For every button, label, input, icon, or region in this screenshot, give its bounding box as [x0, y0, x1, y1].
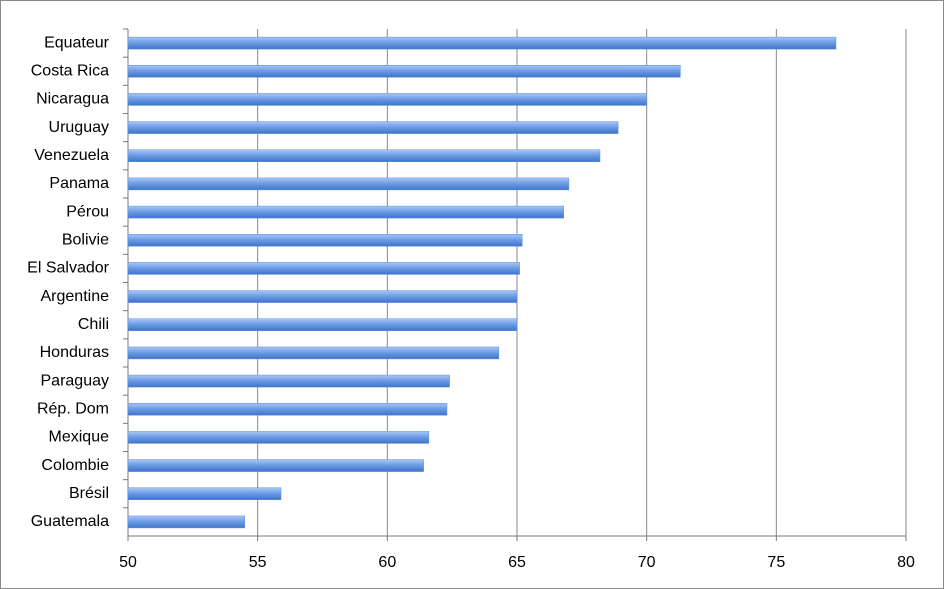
bar	[127, 149, 601, 162]
y-tick-label: Panama	[49, 175, 109, 192]
y-tick-label: Honduras	[40, 344, 109, 361]
y-tick-label: Chili	[78, 316, 109, 333]
bar	[127, 65, 681, 78]
bar	[127, 121, 619, 134]
y-tick-label: Costa Rica	[31, 62, 109, 79]
x-tick-label: 80	[897, 554, 915, 571]
x-tick-label: 60	[378, 554, 396, 571]
bar	[127, 318, 518, 331]
y-tick-label: El Salvador	[27, 260, 109, 277]
y-tick-label: Paraguay	[41, 372, 110, 389]
bar	[127, 93, 647, 106]
bar	[127, 234, 523, 247]
bar	[127, 205, 564, 219]
y-tick-label: Venezuela	[34, 147, 109, 164]
y-tick-label: Argentine	[41, 288, 110, 305]
bar	[127, 262, 520, 275]
bar	[127, 459, 424, 472]
bar	[127, 515, 245, 529]
y-tick-label: Equateur	[44, 34, 110, 51]
x-tick-label: 70	[638, 554, 656, 571]
bar	[127, 346, 500, 360]
y-tick-label: Nicaragua	[36, 91, 109, 108]
x-tick-label: 65	[508, 554, 526, 571]
bar	[127, 374, 450, 388]
bar	[127, 487, 282, 500]
y-tick-label: Uruguay	[49, 119, 109, 136]
bar	[127, 36, 837, 50]
y-tick-label: Bolivie	[62, 231, 109, 248]
x-tick-label: 50	[119, 554, 137, 571]
y-tick-label: Rép. Dom	[37, 400, 109, 417]
x-tick-label: 75	[767, 554, 785, 571]
bar	[127, 177, 570, 191]
x-tick-label: 55	[249, 554, 267, 571]
y-tick-label: Mexique	[49, 429, 110, 446]
bar	[127, 290, 518, 303]
y-tick-label: Guatemala	[31, 513, 109, 530]
bar	[127, 403, 448, 416]
bar	[127, 431, 430, 444]
y-tick-label: Pérou	[66, 203, 109, 220]
y-tick-label: Brésil	[69, 485, 109, 502]
y-tick-label: Colombie	[41, 457, 109, 474]
